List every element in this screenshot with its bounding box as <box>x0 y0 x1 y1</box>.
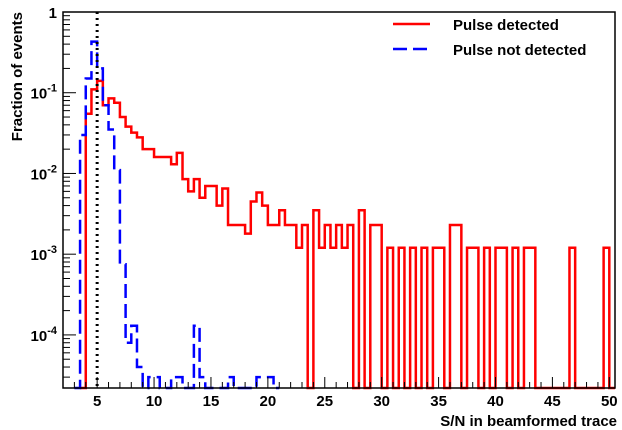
x-tick-label: 5 <box>93 393 101 410</box>
plot-frame <box>62 11 616 389</box>
x-tick-label: 40 <box>487 393 504 410</box>
x-tick-label: 45 <box>544 393 561 410</box>
y-tick-label: 10-4 <box>31 325 58 345</box>
x-tick-label: 15 <box>203 393 220 410</box>
series-layer <box>74 40 615 390</box>
x-tick-label: 25 <box>316 393 333 410</box>
y-axis-title: Fraction of events <box>9 12 26 141</box>
x-tick-label: 35 <box>430 393 447 410</box>
x-axis-title: S/N in beamformed trace <box>440 413 617 430</box>
x-tick-label: 20 <box>260 393 277 410</box>
y-tick-label: 10-3 <box>31 244 57 264</box>
legend: Pulse detected Pulse not detected <box>393 17 586 59</box>
legend-label-pulse-not-detected: Pulse not detected <box>453 42 586 59</box>
series-line-pulse-not-detected <box>74 40 280 390</box>
y-tick-label: 10-2 <box>31 163 57 183</box>
y-tick-label: 1 <box>49 5 57 22</box>
x-tick-label: 30 <box>373 393 390 410</box>
series-line-pulse-detected <box>80 79 615 390</box>
legend-label-pulse-detected: Pulse detected <box>453 17 559 34</box>
axes-layer: 5 10 15 20 25 30 35 40 45 50 1 10-1 10-2 10-3 10-4 <box>31 5 618 410</box>
y-tick-label: 10-1 <box>31 83 57 103</box>
x-tick-label: 50 <box>601 393 618 410</box>
x-tick-label: 10 <box>146 393 163 410</box>
